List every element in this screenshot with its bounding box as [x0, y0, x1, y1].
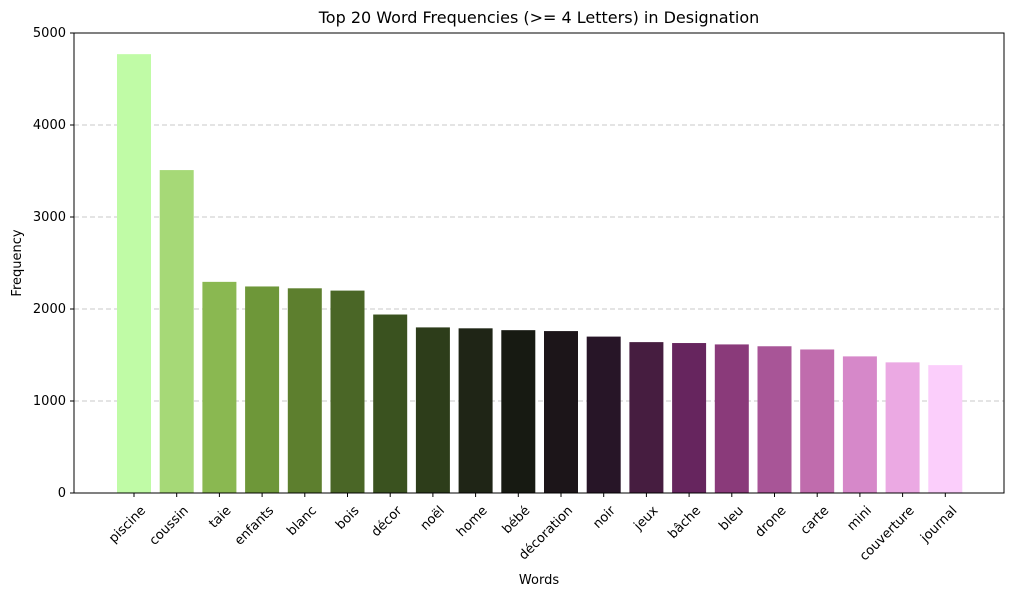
x-tick-label: journal	[917, 503, 960, 546]
bar-5	[330, 290, 365, 493]
plot-frame	[73, 32, 1005, 494]
x-tick-label: piscine	[106, 503, 149, 546]
bar-7	[415, 327, 450, 493]
x-tick-label: enfants	[232, 503, 277, 548]
bar-15	[757, 346, 792, 493]
x-tick-label: carte	[798, 503, 832, 537]
y-axis-label: Frequency	[10, 229, 25, 296]
y-tick-label: 2000	[33, 302, 66, 317]
y-tick-label: 3000	[33, 210, 66, 225]
x-tick-label: décor	[369, 503, 406, 540]
x-tick-label: noël	[418, 503, 448, 533]
x-tick-label: noir	[590, 503, 619, 532]
x-axis-label: Words	[519, 573, 559, 588]
bar-8	[458, 328, 493, 493]
x-tick-label: jeux	[631, 503, 662, 534]
x-tick-label: coussin	[147, 503, 192, 548]
bar-11	[586, 336, 621, 493]
x-tick-label: drone	[752, 503, 789, 540]
y-tick-label: 0	[58, 486, 66, 501]
x-tick-label: blanc	[284, 503, 320, 539]
bar-9	[501, 330, 536, 493]
bar-17	[842, 356, 877, 493]
x-tick-label: mini	[844, 503, 875, 534]
x-tick-label: bois	[333, 503, 363, 533]
bar-18	[885, 362, 920, 493]
bars-group	[117, 54, 963, 493]
x-tick-label: bâche	[666, 503, 705, 542]
bar-1	[159, 170, 194, 493]
bar-0	[117, 54, 151, 493]
bar-10	[544, 331, 578, 493]
y-axis-ticks: 0 1000 2000 3000 4000 5000	[33, 26, 74, 501]
x-tick-label: taie	[206, 503, 234, 531]
x-tick-label: home	[454, 503, 491, 540]
y-tick-label: 5000	[33, 26, 66, 41]
bar-2	[202, 281, 237, 493]
bar-6	[373, 314, 408, 493]
chart-title: Top 20 Word Frequencies (>= 4 Letters) i…	[318, 8, 760, 27]
bar-16	[800, 349, 835, 493]
x-tick-label: bleu	[716, 503, 746, 533]
bar-12	[629, 342, 664, 493]
bar-13	[672, 343, 707, 493]
y-tick-label: 4000	[33, 118, 66, 133]
bar-4	[287, 288, 322, 493]
y-tick-label: 1000	[33, 394, 66, 409]
bar-3	[245, 286, 280, 493]
bar-19	[928, 365, 963, 493]
x-tick-label: bébé	[500, 503, 534, 537]
bar-14	[714, 344, 749, 493]
